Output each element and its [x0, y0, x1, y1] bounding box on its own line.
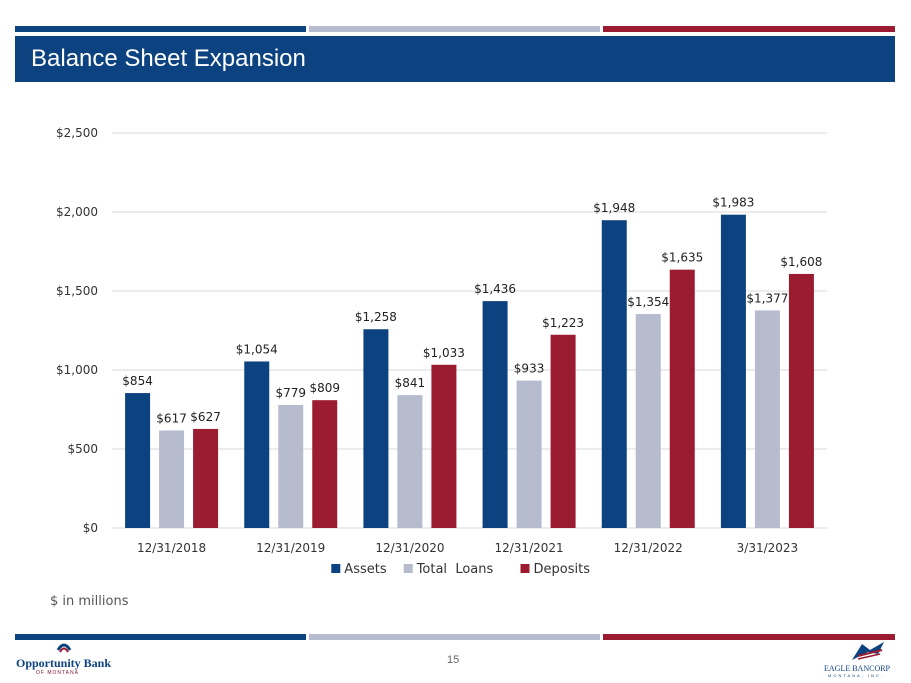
legend-label: Total Loans: [416, 562, 494, 577]
slide-title: Balance Sheet Expansion: [31, 45, 306, 72]
data-label: $1,983: [712, 196, 754, 210]
data-label: $1,948: [593, 201, 635, 215]
data-label: $1,377: [746, 291, 788, 305]
chart-bars: [125, 214, 814, 528]
data-label: $1,054: [236, 342, 278, 356]
legend-swatch: [331, 564, 341, 573]
top-stripe-silver: [309, 26, 600, 32]
bottom-stripe-crimson: [603, 634, 895, 640]
opportunity-bank-emblem-icon: [56, 643, 72, 653]
y-tick-label: $1,500: [56, 284, 98, 298]
data-label: $1,436: [474, 282, 516, 296]
bar-assets: [244, 361, 270, 528]
chart-gridlines: [112, 132, 827, 529]
bar-total-loans: [754, 310, 780, 528]
logo-left-tagline: OF MONTANA: [36, 670, 79, 676]
bar-assets: [363, 329, 389, 528]
data-label: $1,608: [780, 255, 822, 269]
bar-total-loans: [278, 404, 304, 528]
y-tick-label: $2,500: [56, 126, 98, 140]
x-tick-label: 12/31/2022: [614, 541, 683, 555]
bar-deposits: [669, 269, 695, 528]
top-stripe-navy: [15, 26, 306, 32]
bar-total-loans: [516, 380, 542, 528]
logo-right-name: EAGLE BANCORP: [824, 664, 891, 673]
data-label: $617: [156, 412, 187, 426]
bottom-stripe-navy: [15, 634, 306, 640]
bar-deposits: [788, 273, 814, 528]
chart-data-labels: $854 $617 $627 $1,054 $779 $809 $1,258 $841 $1,0…: [122, 196, 822, 426]
data-label: $1,635: [661, 251, 703, 265]
units-note: $ in millions: [50, 594, 129, 609]
data-label: $627: [190, 410, 221, 424]
x-tick-label: 3/31/2023: [737, 541, 799, 555]
bar-chart: $0$500$1,000$1,500$2,000$2,500 $854$617 $…: [56, 126, 827, 577]
bar-total-loans: [397, 395, 423, 528]
data-label: $1,354: [627, 295, 669, 309]
y-tick-label: $1,000: [56, 363, 98, 377]
chart-legend: Assets Total Loans Deposits: [331, 562, 590, 577]
data-label: $933: [514, 362, 545, 376]
data-label: $809: [309, 381, 340, 395]
top-stripe-crimson: [603, 26, 895, 32]
y-tick-label: $0: [83, 521, 98, 535]
page-number: 15: [447, 654, 460, 666]
legend-label: Assets: [344, 562, 387, 577]
bar-assets: [601, 220, 627, 528]
bar-assets: [125, 393, 151, 528]
data-label: $779: [275, 386, 306, 400]
y-axis-ticks: $0 $500 $1,000 $1,500 $2,000 $2,500: [56, 126, 98, 535]
logo-left-name: Opportunity Bank: [16, 656, 112, 670]
x-tick-label: 12/31/2020: [375, 541, 444, 555]
eagle-bancorp-logo: EAGLE BANCORP MONTANA, INC.: [820, 640, 900, 680]
y-tick-label: $500: [67, 442, 98, 456]
logo-right-tagline: MONTANA, INC.: [828, 673, 884, 678]
opportunity-bank-logo: Opportunity Bank OF MONTANA: [16, 640, 116, 678]
x-tick-label: 12/31/2019: [256, 541, 325, 555]
data-label: $1,033: [423, 346, 465, 360]
bar-deposits: [550, 334, 576, 528]
bottom-stripe-silver: [309, 634, 600, 640]
data-label: $854: [122, 374, 153, 388]
bar-deposits: [431, 364, 457, 528]
bar-assets: [720, 214, 746, 528]
bar-total-loans: [635, 314, 661, 528]
bar-deposits: [312, 400, 338, 528]
bar-total-loans: [159, 430, 185, 528]
eagle-flag-icon: [852, 642, 884, 660]
data-label: $1,223: [542, 316, 584, 330]
data-label: $841: [395, 376, 426, 390]
data-label: $1,258: [355, 310, 397, 324]
x-tick-label: 12/31/2018: [137, 541, 206, 555]
legend-label: Deposits: [534, 562, 591, 577]
bar-assets: [482, 301, 508, 528]
title-bar: Balance Sheet Expansion: [15, 36, 895, 82]
x-tick-label: 12/31/2021: [494, 541, 563, 555]
legend-swatch: [403, 564, 413, 573]
legend-swatch: [520, 564, 530, 573]
y-tick-label: $2,000: [56, 205, 98, 219]
bar-deposits: [193, 428, 219, 528]
x-axis-ticks: 12/31/2018 12/31/2019 12/31/2020 12/31/2021…: [137, 541, 798, 555]
